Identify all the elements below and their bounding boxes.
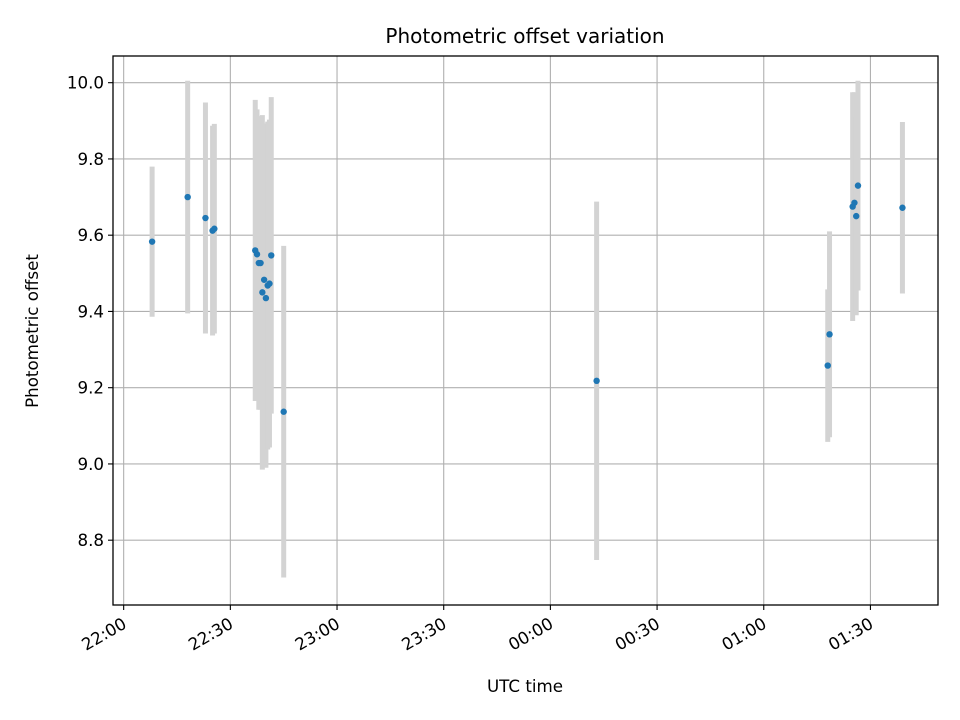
data-point [211, 225, 218, 232]
y-tick-label: 9.8 [77, 149, 104, 169]
data-point [257, 259, 264, 267]
data-point [593, 377, 600, 385]
y-axis: 8.8 9.0 9.2 9.4 9.6 9.8 10.0 [67, 73, 113, 550]
y-tick-label: 9.2 [77, 378, 104, 398]
y-axis-label: Photometric offset [22, 254, 42, 408]
data-point [262, 294, 270, 302]
y-tick-label: 10.0 [67, 73, 104, 93]
y-tick-label: 9.0 [77, 454, 104, 474]
data-point [259, 289, 266, 296]
y-tick-label: 9.6 [77, 225, 104, 245]
data-point [854, 182, 862, 189]
data-point [851, 199, 858, 206]
data-point [260, 276, 268, 283]
plot-frame [112, 55, 939, 606]
data-point [184, 193, 191, 201]
data-point [253, 251, 261, 258]
data-point [824, 362, 831, 369]
data-point [266, 280, 273, 287]
chart-title: Photometric offset variation [385, 24, 664, 48]
grid [113, 56, 938, 605]
y-tick-label: 8.8 [77, 530, 104, 550]
data-points [148, 182, 906, 415]
data-point [202, 214, 209, 222]
data-point [280, 408, 287, 415]
data-point [826, 331, 833, 338]
x-axis-label: UTC time [487, 676, 563, 696]
data-point [268, 252, 275, 259]
data-point [148, 238, 156, 245]
data-point [899, 204, 906, 211]
y-tick-label: 9.4 [77, 301, 104, 321]
data-point [853, 212, 860, 220]
